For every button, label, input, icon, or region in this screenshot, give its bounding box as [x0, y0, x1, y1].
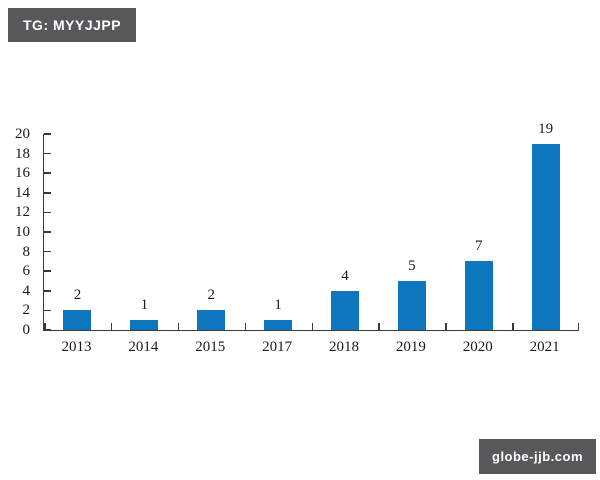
x-axis-tick: [311, 323, 313, 330]
y-axis-tick-label: 20: [15, 126, 30, 142]
bar-value-label: 1: [274, 297, 282, 314]
bar-cell: 19: [512, 121, 579, 330]
bar: [531, 143, 560, 330]
bar-cell: 5: [378, 134, 445, 330]
bar-cell: 7: [445, 134, 512, 330]
bar-value-label: 5: [408, 258, 416, 274]
y-axis-tick: [44, 250, 51, 253]
bar-cell: 2: [44, 134, 111, 330]
x-axis-tick: [44, 323, 46, 330]
bar-value-label: 1: [140, 297, 149, 314]
x-axis-tick: [110, 323, 113, 330]
plot-area: 2 1 2 1 4 5 7 19: [43, 121, 579, 331]
x-axis-category-label: 2018: [328, 339, 359, 355]
y-axis-labels: 0 2 4 6 8 10 12 14 16 18 20: [0, 126, 36, 338]
y-axis-tick-label: 2: [22, 302, 31, 319]
bar: [264, 320, 293, 330]
x-axis-category-label: 2015: [195, 339, 226, 355]
y-axis-tick: [44, 309, 51, 312]
bar-value-label: 2: [73, 287, 82, 304]
y-axis-tick: [44, 192, 51, 194]
y-axis-tick-label: 4: [22, 282, 31, 299]
y-axis-tick: [44, 270, 51, 272]
x-axis-tick: [244, 323, 247, 330]
y-axis-tick-label: 14: [15, 184, 30, 201]
bar: [397, 281, 426, 330]
bar-cell: 4: [312, 134, 379, 330]
bar-value-label: 7: [474, 238, 483, 255]
x-axis-labels: 2013 2014 2015 2017 2018 2019 2020 2021: [43, 338, 578, 358]
x-axis-tick: [445, 323, 447, 330]
x-axis-category-label: 2019: [395, 339, 426, 355]
x-axis-tick: [177, 323, 180, 330]
y-axis-tick-label: 18: [15, 145, 30, 162]
y-axis-tick: [44, 329, 51, 331]
site-watermark-badge: globe-jjb.com: [479, 439, 596, 474]
bar-cell: 2: [178, 134, 245, 330]
y-axis-tick-label: 16: [15, 165, 30, 182]
y-axis-tick: [44, 152, 51, 155]
bar: [63, 310, 92, 330]
y-axis-tick: [44, 172, 51, 174]
tag-badge: TG: MYYJJPP: [8, 8, 137, 42]
x-axis-tick: [512, 323, 514, 330]
x-axis-category-label: 2017: [262, 339, 293, 355]
bar: [197, 310, 226, 330]
x-axis-category-label: 2021: [529, 339, 560, 355]
y-axis-tick-label: 10: [15, 224, 30, 240]
bar: [464, 261, 493, 330]
bar: [330, 290, 359, 330]
y-axis-tick-label: 12: [15, 204, 30, 221]
bar-value-label: 4: [341, 267, 349, 284]
y-axis-tick: [44, 231, 51, 233]
y-axis-tick: [44, 290, 51, 292]
y-axis-tick: [44, 133, 51, 135]
x-axis-category-label: 2013: [61, 339, 92, 355]
bar-cell: 1: [245, 134, 312, 330]
bar-cell: 1: [111, 134, 178, 330]
x-axis-category-label: 2020: [462, 339, 493, 355]
y-axis-tick-label: 8: [22, 243, 31, 260]
y-axis-tick-label: 6: [22, 263, 31, 280]
x-axis-tick: [378, 323, 380, 330]
x-axis-category-label: 2014: [128, 339, 159, 355]
bar-value-label: 2: [207, 287, 215, 304]
bar: [130, 320, 159, 330]
y-axis-tick-label: 0: [22, 322, 31, 338]
bar-value-label: 19: [538, 120, 554, 137]
x-axis-tick: [577, 323, 579, 330]
y-axis-tick: [44, 211, 51, 214]
